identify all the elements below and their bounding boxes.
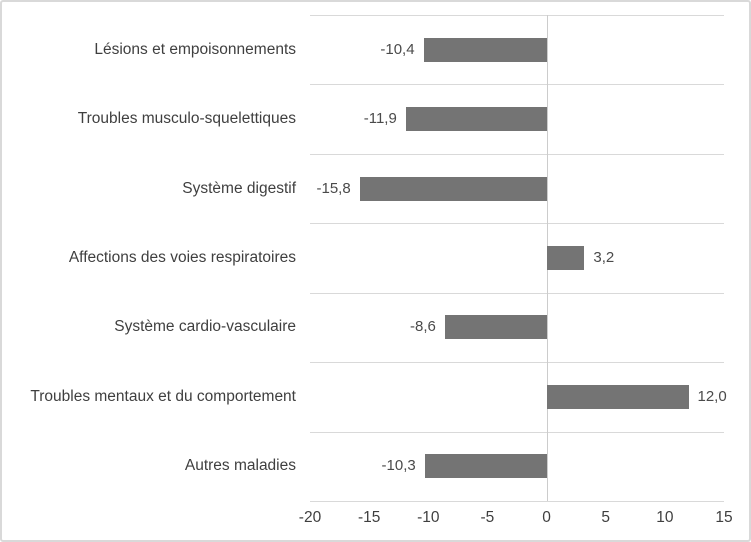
gridline-horizontal bbox=[310, 223, 724, 225]
gridline-horizontal bbox=[310, 84, 724, 86]
x-tick-label: 0 bbox=[542, 509, 551, 526]
x-tick-label: 15 bbox=[715, 509, 733, 526]
x-tick-label: -10 bbox=[417, 509, 440, 526]
gridline-horizontal bbox=[310, 431, 724, 433]
category-label: Troubles mentaux et du comportement bbox=[30, 387, 296, 405]
bar bbox=[444, 315, 547, 340]
bar bbox=[546, 384, 689, 409]
bar-value-label: -15,8 bbox=[316, 179, 351, 197]
x-tick-label: -20 bbox=[298, 509, 322, 526]
bar bbox=[423, 37, 547, 62]
bar-value-label: -10,4 bbox=[380, 40, 415, 58]
bar-value-label: -10,3 bbox=[381, 457, 416, 475]
bar bbox=[359, 176, 547, 201]
bar bbox=[405, 107, 547, 132]
gridline-horizontal bbox=[310, 362, 724, 364]
bar bbox=[546, 246, 585, 270]
x-axis-line bbox=[310, 501, 724, 502]
bar-value-label: 12,0 bbox=[697, 387, 727, 405]
category-label: Troubles musculo-squelettiques bbox=[77, 110, 296, 128]
category-label: Affections des voies respiratoires bbox=[68, 249, 296, 266]
x-tick-label: -15 bbox=[357, 509, 381, 526]
x-tick-label: 10 bbox=[656, 509, 674, 526]
bar bbox=[424, 454, 547, 479]
x-tick-label: 5 bbox=[601, 509, 611, 526]
category-label: Système digestif bbox=[182, 179, 296, 197]
gridline-horizontal bbox=[310, 292, 724, 294]
bar-value-label: -8,6 bbox=[410, 318, 436, 336]
bar-value-label: 3,2 bbox=[593, 249, 615, 266]
gridline-horizontal bbox=[310, 153, 724, 155]
category-label: Système cardio-vasculaire bbox=[114, 318, 296, 336]
category-label: Autres maladies bbox=[184, 457, 296, 475]
gridline-horizontal bbox=[310, 15, 724, 16]
bar-value-label: -11,9 bbox=[363, 110, 397, 128]
category-label: Lésions et empoisonnements bbox=[94, 40, 296, 58]
x-tick-label: -5 bbox=[480, 509, 495, 526]
